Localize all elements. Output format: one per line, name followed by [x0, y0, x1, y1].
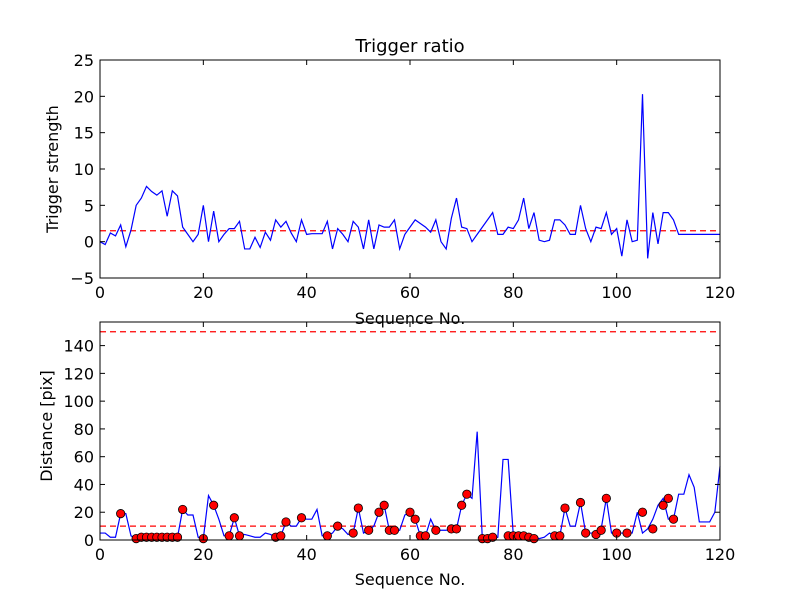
top-series-0	[99, 94, 720, 259]
bottom-chart: 0 20 40 60 80 100 120 0 20 40 60 80 100 120 140 Seque…	[37, 321, 735, 589]
bottom-y-tick-label: 140	[63, 337, 94, 356]
top-y-tick-label: −5	[70, 269, 94, 288]
bottom-marker	[648, 524, 658, 534]
top-x-tick-label: 120	[705, 283, 736, 302]
bottom-marker	[596, 525, 606, 535]
top-y-tick-label: 25	[74, 51, 94, 70]
top-x-tick-label: 40	[296, 283, 316, 302]
bottom-marker	[555, 531, 565, 541]
top-x-tick-label: 0	[95, 283, 105, 302]
top-y-tick-label: 20	[74, 87, 94, 106]
top-y-tick-label: 0	[84, 233, 94, 252]
bottom-marker	[296, 513, 307, 523]
bottom-marker	[116, 509, 126, 519]
bottom-marker	[172, 532, 183, 542]
bottom-marker	[353, 503, 363, 513]
bottom-y-tick-label: 100	[63, 392, 94, 411]
bottom-marker	[581, 528, 591, 538]
bottom-marker	[374, 507, 384, 517]
top-y-axis: −5 0 5 10 15 20 25	[70, 51, 720, 288]
bottom-y-tick-label: 20	[74, 503, 94, 522]
bottom-marker	[276, 531, 286, 541]
bottom-marker	[364, 525, 374, 535]
bottom-y-tick-label: 80	[74, 420, 94, 439]
top-x-tick-label: 100	[601, 283, 632, 302]
bottom-marker	[405, 507, 415, 517]
bottom-y-tick-label: 0	[84, 531, 94, 550]
bottom-marker	[348, 528, 358, 538]
top-y-axis-label: Trigger strength	[43, 105, 62, 234]
top-x-tick-label: 80	[503, 283, 523, 302]
bottom-marker	[529, 534, 539, 544]
bottom-marker	[658, 500, 668, 510]
bottom-y-tick-label: 60	[74, 448, 94, 467]
bottom-marker	[389, 525, 400, 535]
top-chart-title: Trigger ratio	[354, 36, 464, 57]
bottom-marker	[178, 504, 188, 515]
bottom-x-tick-label: 80	[503, 545, 523, 564]
bottom-marker	[379, 500, 389, 510]
bottom-marker	[229, 513, 239, 523]
bottom-marker	[333, 521, 343, 531]
bottom-y-axis: 0 20 40 60 80 100 120 140	[63, 337, 720, 550]
bottom-marker	[622, 528, 632, 538]
bottom-marker	[575, 497, 586, 508]
bottom-marker	[462, 489, 472, 499]
bottom-marker	[601, 493, 611, 503]
bottom-x-axis-label: Sequence No.	[355, 570, 466, 589]
bottom-x-tick-label: 20	[193, 545, 213, 564]
bottom-marker	[488, 532, 498, 542]
bottom-x-tick-label: 60	[400, 545, 420, 564]
bottom-x-tick-label: 120	[705, 545, 736, 564]
bottom-marker	[224, 531, 234, 541]
bottom-marker	[451, 524, 462, 534]
bottom-marker	[322, 531, 332, 541]
top-y-tick-label: 10	[74, 160, 94, 179]
top-x-tick-label: 60	[400, 283, 420, 302]
top-x-axis-label: Sequence No.	[355, 309, 466, 328]
top-chart: Trigger ratio 0 20 40 60 80 100 120 −505101520…	[43, 36, 735, 328]
bottom-x-tick-label: 40	[296, 545, 316, 564]
bottom-marker	[209, 500, 219, 510]
bottom-marker	[281, 517, 291, 527]
bottom-x-axis: 0 20 40 60 80 100 120	[95, 322, 735, 564]
top-series-line	[99, 94, 720, 259]
top-y-tick-label: 5	[84, 196, 94, 215]
bottom-threshold-lines	[100, 331, 720, 527]
bottom-markers	[116, 489, 679, 544]
bottom-marker	[668, 514, 679, 524]
bottom-y-axis-label: Distance [pix]	[37, 370, 56, 482]
bottom-x-tick-label: 0	[95, 545, 105, 564]
bottom-marker	[410, 514, 420, 524]
bottom-marker	[663, 493, 673, 503]
bottom-marker	[457, 500, 467, 510]
bottom-marker	[637, 507, 648, 517]
bottom-y-tick-label: 40	[74, 475, 94, 494]
bottom-marker	[431, 525, 441, 535]
bottom-marker	[560, 503, 570, 513]
top-x-tick-label: 20	[193, 283, 213, 302]
bottom-marker	[234, 531, 245, 541]
bottom-y-tick-label: 120	[63, 364, 94, 383]
top-x-axis: 0 20 40 60 80 100 120	[95, 60, 735, 302]
bottom-x-tick-label: 100	[601, 545, 632, 564]
top-y-tick-label: 15	[74, 124, 94, 143]
bottom-marker	[420, 531, 431, 541]
